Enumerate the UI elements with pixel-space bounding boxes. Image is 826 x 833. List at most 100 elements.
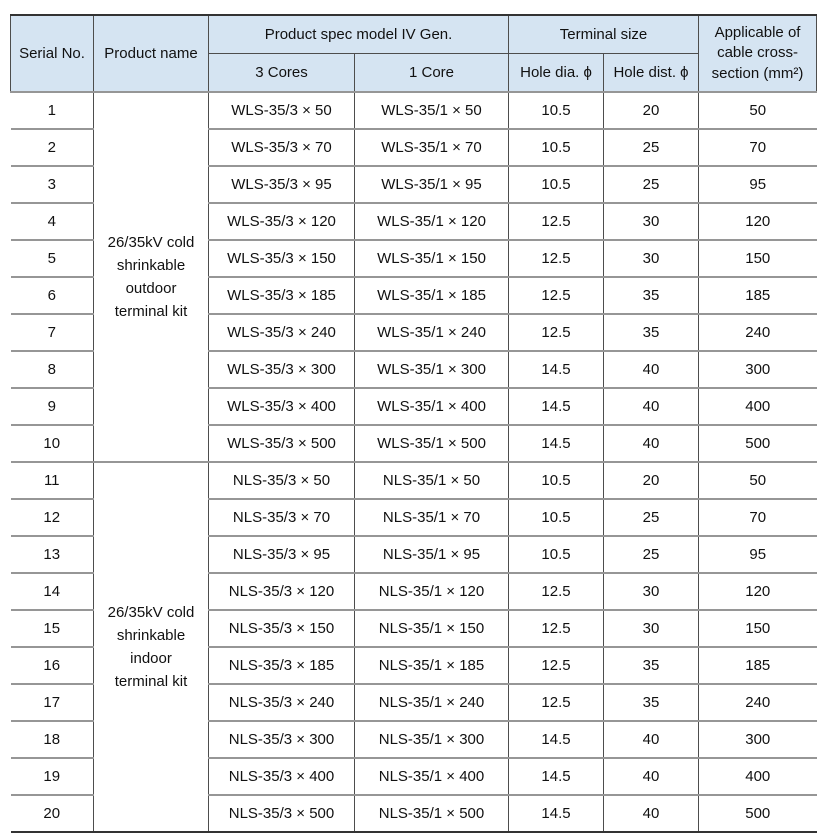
serial-cell: 14: [10, 573, 94, 611]
spec-1core-cell: NLS-35/1 × 95: [353, 536, 509, 574]
serial-cell: 17: [10, 684, 94, 722]
spec-3cores-cell: NLS-35/3 × 120: [208, 573, 355, 611]
hole-dia-cell: 14.5: [508, 758, 604, 796]
cross-section-cell: 185: [698, 647, 817, 685]
spec-1core-cell: WLS-35/1 × 70: [353, 129, 509, 167]
product-name-cell: 26/35kV cold shrinkable outdoor terminal…: [93, 92, 209, 463]
spec-3cores-cell: NLS-35/3 × 50: [208, 462, 355, 500]
hole-dist-cell: 40: [603, 351, 699, 389]
header-1-core: 1 Core: [353, 53, 510, 93]
hole-dist-cell: 35: [603, 684, 699, 722]
cross-section-cell: 95: [698, 536, 817, 574]
spec-3cores-cell: NLS-35/3 × 150: [208, 610, 355, 648]
hole-dist-cell: 35: [603, 277, 699, 315]
serial-cell: 7: [10, 314, 94, 352]
spec-1core-cell: NLS-35/1 × 300: [353, 721, 509, 759]
hole-dia-cell: 12.5: [508, 203, 604, 241]
table-row: 5 WLS-35/3 × 150 WLS-35/1 × 150 12.5 30 150: [10, 240, 817, 278]
hole-dia-cell: 10.5: [508, 499, 604, 537]
serial-cell: 4: [10, 203, 94, 241]
hole-dist-cell: 30: [603, 240, 699, 278]
spec-3cores-cell: WLS-35/3 × 50: [208, 92, 355, 130]
hole-dist-cell: 40: [603, 758, 699, 796]
header-product-spec: Product spec model IV Gen.: [207, 14, 510, 54]
table-row: 15 NLS-35/3 × 150 NLS-35/1 × 150 12.5 30 150: [10, 610, 817, 648]
table-body: 1 26/35kV cold shrinkable outdoor termina…: [10, 92, 817, 833]
hole-dist-cell: 25: [603, 536, 699, 574]
spec-1core-cell: WLS-35/1 × 500: [353, 425, 509, 463]
header-applicable-cross-section: Applicable of cable cross- section (mm²): [698, 14, 818, 93]
spec-3cores-cell: NLS-35/3 × 300: [208, 721, 355, 759]
hole-dia-cell: 14.5: [508, 351, 604, 389]
table-row: 1 26/35kV cold shrinkable outdoor termina…: [10, 92, 817, 463]
cross-section-cell: 240: [698, 684, 817, 722]
table-row: 13 NLS-35/3 × 95 NLS-35/1 × 95 10.5 25 95: [10, 536, 817, 574]
hole-dist-cell: 40: [603, 388, 699, 426]
hole-dist-cell: 30: [603, 573, 699, 611]
hole-dist-cell: 30: [603, 203, 699, 241]
serial-cell: 16: [10, 647, 94, 685]
serial-cell: 8: [10, 351, 94, 389]
hole-dia-cell: 12.5: [508, 314, 604, 352]
spec-1core-cell: WLS-35/1 × 150: [353, 240, 509, 278]
spec-3cores-cell: NLS-35/3 × 400: [208, 758, 355, 796]
table-row: 17 NLS-35/3 × 240 NLS-35/1 × 240 12.5 35 240: [10, 684, 817, 722]
hole-dia-cell: 12.5: [508, 573, 604, 611]
hole-dia-cell: 14.5: [508, 388, 604, 426]
cross-section-cell: 400: [698, 388, 817, 426]
table-row: 16 NLS-35/3 × 185 NLS-35/1 × 185 12.5 35 185: [10, 647, 817, 685]
header-row-1: Serial No. Product name Product spec mod…: [10, 14, 818, 93]
spec-1core-cell: NLS-35/1 × 50: [353, 462, 509, 500]
serial-cell: 10: [10, 425, 94, 463]
spec-table-page: Serial No. Product name Product spec mod…: [10, 14, 818, 833]
hole-dist-cell: 25: [603, 129, 699, 167]
spec-3cores-cell: NLS-35/3 × 240: [208, 684, 355, 722]
spec-1core-cell: WLS-35/1 × 300: [353, 351, 509, 389]
spec-3cores-cell: WLS-35/3 × 400: [208, 388, 355, 426]
spec-3cores-cell: WLS-35/3 × 500: [208, 425, 355, 463]
cross-section-cell: 185: [698, 277, 817, 315]
hole-dist-cell: 35: [603, 314, 699, 352]
spec-1core-cell: NLS-35/1 × 185: [353, 647, 509, 685]
header-row-2: 3 Cores 1 Core Hole dia. ϕ Hole dist. ϕ: [11, 53, 817, 93]
spec-1core-cell: WLS-35/1 × 50: [353, 92, 509, 130]
spec-1core-cell: WLS-35/1 × 240: [353, 314, 509, 352]
hole-dia-cell: 14.5: [508, 795, 604, 833]
hole-dist-cell: 25: [603, 499, 699, 537]
spec-1core-cell: NLS-35/1 × 400: [353, 758, 509, 796]
cross-section-cell: 150: [698, 610, 817, 648]
hole-dist-cell: 40: [603, 795, 699, 833]
hole-dia-cell: 12.5: [508, 647, 604, 685]
hole-dia-cell: 12.5: [508, 610, 604, 648]
product-spec-table: Serial No. Product name Product spec mod…: [10, 14, 818, 833]
hole-dia-cell: 14.5: [508, 721, 604, 759]
cross-section-cell: 400: [698, 758, 817, 796]
hole-dist-cell: 25: [603, 166, 699, 204]
serial-cell: 15: [10, 610, 94, 648]
serial-cell: 11: [10, 462, 94, 500]
hole-dia-cell: 10.5: [508, 129, 604, 167]
hole-dia-cell: 12.5: [508, 240, 604, 278]
hole-dist-cell: 40: [603, 721, 699, 759]
cross-section-cell: 50: [698, 92, 817, 130]
table-row: 12 NLS-35/3 × 70 NLS-35/1 × 70 10.5 25 70: [10, 499, 817, 537]
cross-section-cell: 120: [698, 203, 817, 241]
spec-3cores-cell: WLS-35/3 × 240: [208, 314, 355, 352]
hole-dia-cell: 12.5: [508, 277, 604, 315]
table-row: 14 NLS-35/3 × 120 NLS-35/1 × 120 12.5 30 120: [10, 573, 817, 611]
spec-1core-cell: NLS-35/1 × 500: [353, 795, 509, 833]
table-row: 7 WLS-35/3 × 240 WLS-35/1 × 240 12.5 35 240: [10, 314, 817, 352]
spec-3cores-cell: WLS-35/3 × 95: [208, 166, 355, 204]
spec-3cores-cell: NLS-35/3 × 95: [208, 536, 355, 574]
hole-dist-cell: 40: [603, 425, 699, 463]
serial-cell: 19: [10, 758, 94, 796]
hole-dia-cell: 14.5: [508, 425, 604, 463]
header-product-name: Product name: [93, 14, 209, 93]
hole-dia-cell: 12.5: [508, 684, 604, 722]
spec-1core-cell: NLS-35/1 × 70: [353, 499, 509, 537]
spec-3cores-cell: WLS-35/3 × 120: [208, 203, 355, 241]
serial-cell: 3: [10, 166, 94, 204]
cross-section-cell: 95: [698, 166, 817, 204]
cross-section-cell: 300: [698, 721, 817, 759]
spec-1core-cell: WLS-35/1 × 95: [353, 166, 509, 204]
